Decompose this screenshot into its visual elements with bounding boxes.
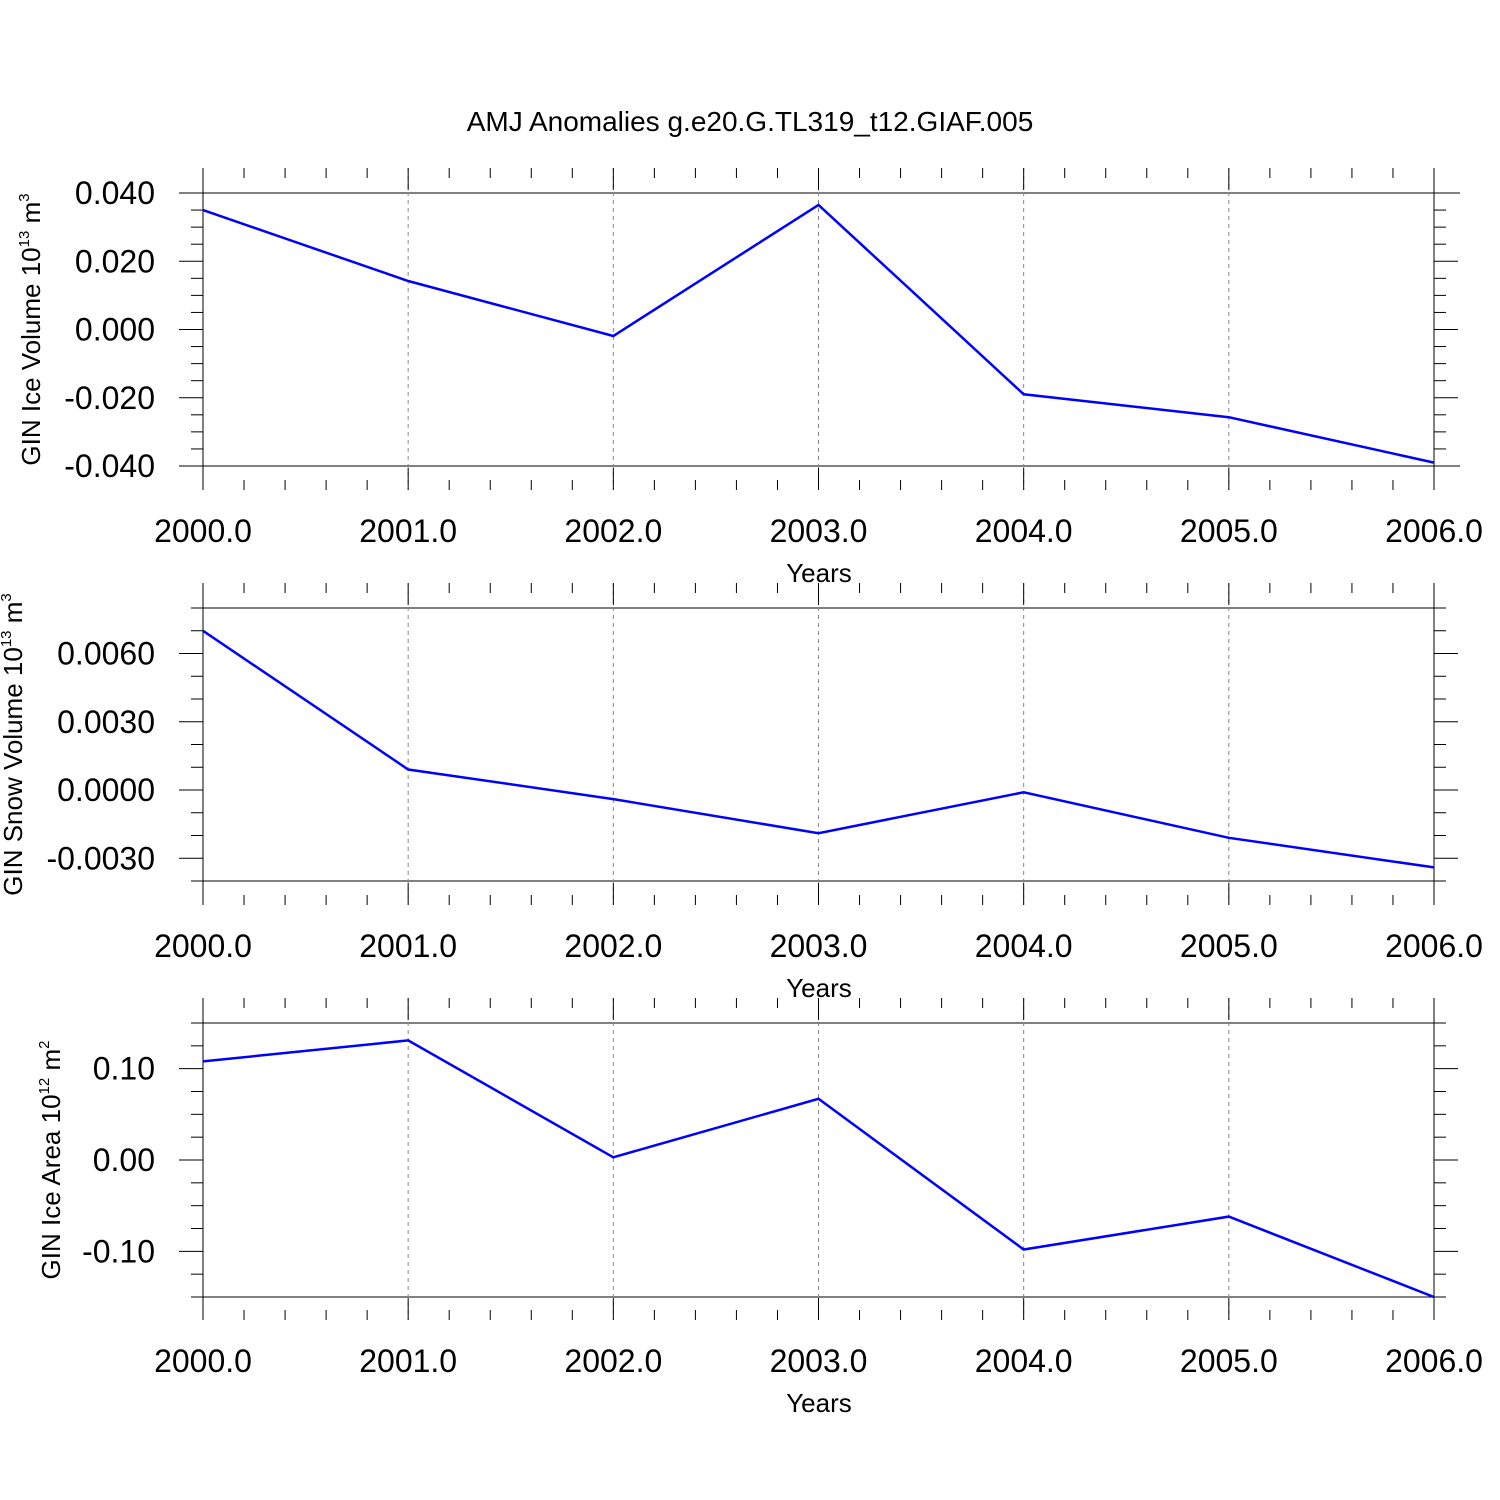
y-tick-label: 0.10 — [93, 1051, 155, 1087]
y-axis-label-exponent: 13 — [0, 630, 15, 647]
y-tick-label: 0.040 — [75, 175, 155, 211]
panel-2: 2000.0 2001.0 2002.0 2003.0 2004.0 2005.0 2006… — [0, 583, 1483, 1003]
y-axis-label-text: GIN Ice Volume 10 — [16, 247, 46, 465]
x-tick-label: 2006.0 — [1385, 1343, 1483, 1379]
y-axis-label-text: GIN Snow Volume 10 — [0, 647, 28, 896]
y-tick-label: 0.000 — [75, 312, 155, 348]
y-tick-label: -0.10 — [82, 1233, 155, 1269]
y-tick-label: 0.00 — [93, 1142, 155, 1178]
x-tick-label: 2000.0 — [154, 513, 252, 549]
x-tick-label: 2004.0 — [975, 1343, 1073, 1379]
figure-title: AMJ Anomalies g.e20.G.TL319_t12.GIAF.005 — [467, 106, 1034, 137]
x-tick-label: 2006.0 — [1385, 928, 1483, 964]
y-tick-label: 0.0060 — [57, 636, 155, 672]
y-axis-label-exponent: 13 — [16, 231, 33, 248]
x-tick-label: 2001.0 — [359, 928, 457, 964]
y-tick-label: -0.0030 — [46, 840, 155, 876]
y-tick-label: 0.0000 — [57, 772, 155, 808]
y-axis-label-exponent: 12 — [36, 1078, 53, 1095]
y-tick-label: -0.020 — [64, 380, 155, 416]
y-tick-label: 0.0030 — [57, 704, 155, 740]
y-axis-label-unit: m — [16, 202, 46, 231]
x-tick-label: 2005.0 — [1180, 513, 1278, 549]
x-tick-label: 2004.0 — [975, 928, 1073, 964]
x-tick-label: 2001.0 — [359, 513, 457, 549]
y-tick-label: 0.020 — [75, 243, 155, 279]
y-axis-label-unit-exponent: 3 — [0, 593, 15, 601]
x-tick-label: 2002.0 — [564, 928, 662, 964]
y-axis-label-unit: m — [36, 1049, 66, 1078]
y-axis-label: GIN Ice Volume 1013 m3 — [16, 193, 46, 465]
panels-group: 2000.0 2001.0 2002.0 2003.0 2004.0 2005.0 2006… — [0, 168, 1483, 1418]
x-tick-label: 2005.0 — [1180, 928, 1278, 964]
x-tick-label: 2003.0 — [770, 1343, 868, 1379]
panel-3: 2000.0 2001.0 2002.0 2003.0 2004.0 2005.0 2006… — [36, 998, 1483, 1418]
y-axis-label: GIN Ice Area 1012 m2 — [36, 1041, 66, 1280]
y-tick-label: -0.040 — [64, 448, 155, 484]
y-axis-label-unit-exponent: 2 — [36, 1041, 53, 1049]
y-axis-label-unit-exponent: 3 — [16, 193, 33, 201]
y-axis-label-unit: m — [0, 602, 28, 631]
y-axis-label: GIN Snow Volume 1013 m3 — [0, 593, 28, 896]
x-tick-label: 2003.0 — [770, 513, 868, 549]
x-tick-label: 2001.0 — [359, 1343, 457, 1379]
y-axis-label-text: GIN Ice Area 10 — [36, 1094, 66, 1279]
x-tick-label: 2004.0 — [975, 513, 1073, 549]
x-tick-label: 2000.0 — [154, 928, 252, 964]
x-tick-label: 2003.0 — [770, 928, 868, 964]
x-tick-label: 2000.0 — [154, 1343, 252, 1379]
x-tick-label: 2005.0 — [1180, 1343, 1278, 1379]
x-axis-label: Years — [786, 1388, 852, 1418]
panel-1: 2000.0 2001.0 2002.0 2003.0 2004.0 2005.0 2006… — [16, 168, 1483, 588]
x-tick-label: 2002.0 — [564, 1343, 662, 1379]
x-tick-label: 2006.0 — [1385, 513, 1483, 549]
x-tick-label: 2002.0 — [564, 513, 662, 549]
